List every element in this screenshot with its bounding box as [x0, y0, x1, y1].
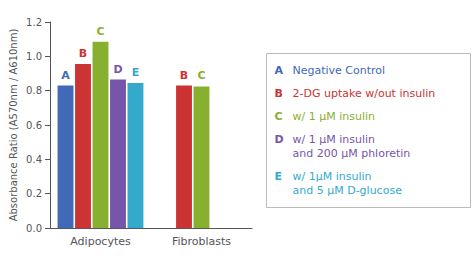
svg-text:Negative Control: Negative Control	[293, 64, 386, 77]
svg-text:B: B	[79, 47, 87, 60]
svg-text:D: D	[113, 63, 122, 76]
svg-text:0.4: 0.4	[26, 154, 42, 165]
svg-text:A: A	[61, 69, 70, 82]
svg-text:w/ 1 μM insulin: w/ 1 μM insulin	[293, 133, 376, 146]
svg-text:Absorbance Ratio (A570nm / A61: Absorbance Ratio (A570nm / A610nm)	[8, 29, 19, 222]
svg-text:B: B	[275, 87, 283, 100]
svg-text:0.0: 0.0	[26, 223, 42, 234]
svg-text:0.6: 0.6	[26, 120, 42, 131]
svg-text:C: C	[96, 25, 104, 38]
svg-text:1.2: 1.2	[26, 17, 42, 28]
svg-text:Adipocytes: Adipocytes	[70, 235, 131, 248]
svg-text:2-DG uptake w/out insulin: 2-DG uptake w/out insulin	[293, 87, 436, 100]
svg-text:0.2: 0.2	[26, 188, 42, 199]
svg-text:and 5 μM D-glucose: and 5 μM D-glucose	[293, 184, 403, 197]
svg-text:C: C	[275, 110, 283, 123]
svg-text:w/ 1 μM insulin: w/ 1 μM insulin	[293, 110, 376, 123]
svg-text:D: D	[275, 133, 284, 146]
svg-text:Fibroblasts: Fibroblasts	[172, 235, 231, 248]
svg-text:w/ 1μM insulin: w/ 1μM insulin	[293, 170, 372, 183]
svg-text:B: B	[180, 69, 188, 82]
svg-text:E: E	[132, 66, 140, 79]
svg-text:A: A	[275, 64, 284, 77]
svg-text:C: C	[197, 69, 205, 82]
svg-text:and 200 μM phloretin: and 200 μM phloretin	[293, 147, 411, 160]
svg-text:1.0: 1.0	[26, 51, 42, 62]
svg-text:0.8: 0.8	[26, 85, 42, 96]
svg-text:E: E	[275, 170, 283, 183]
